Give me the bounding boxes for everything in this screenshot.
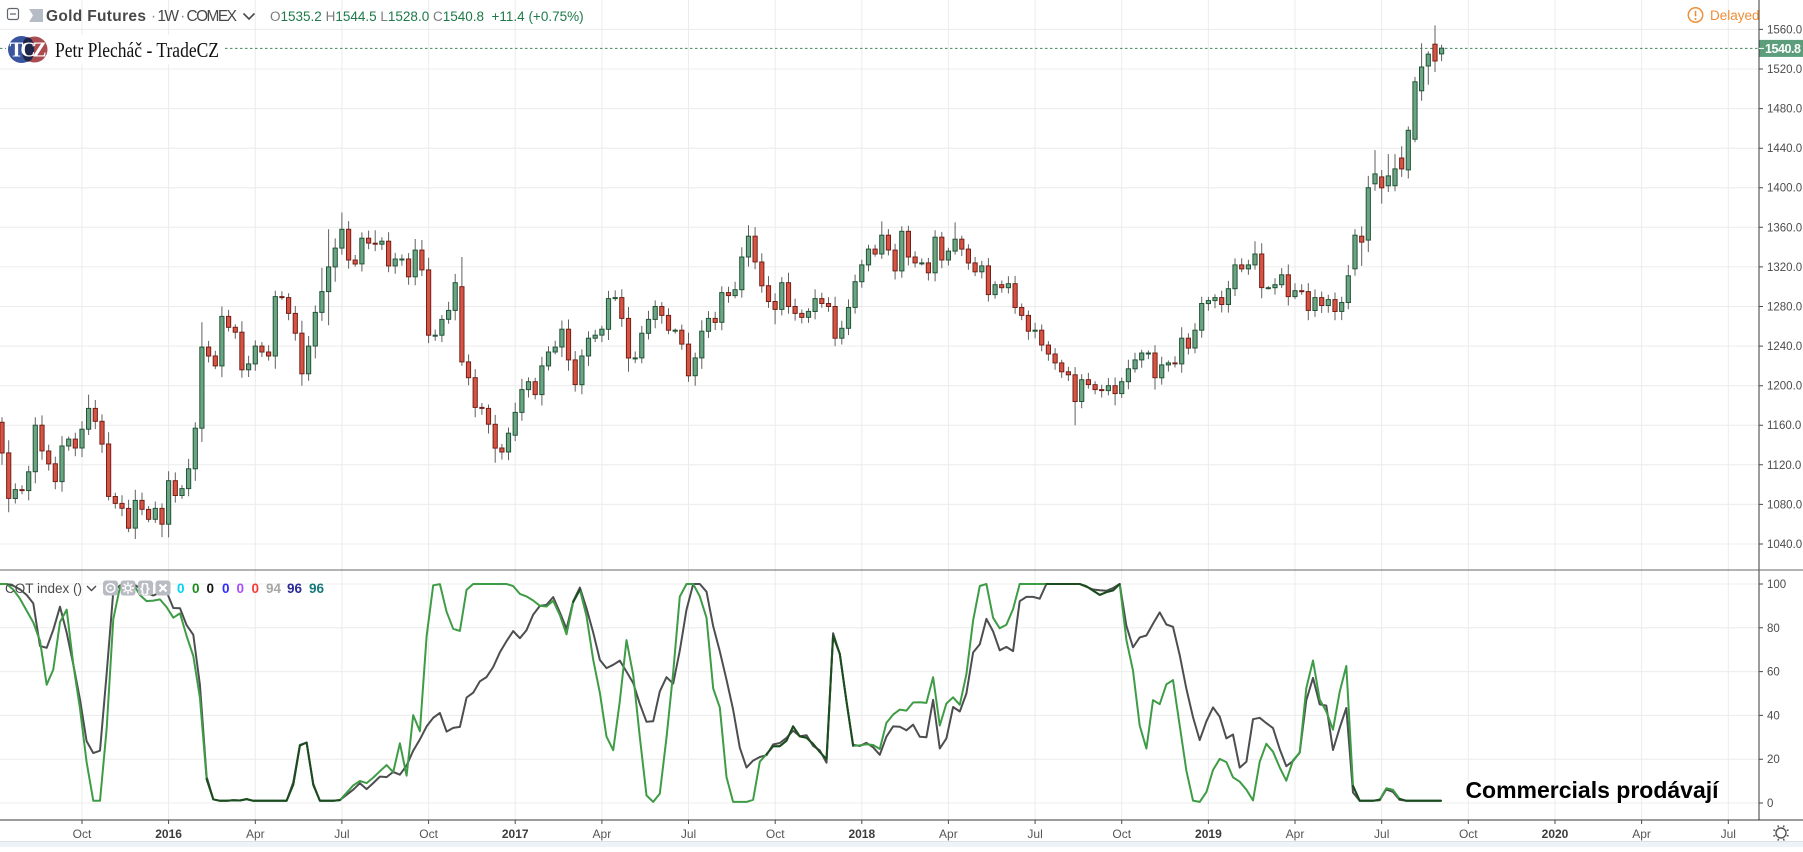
svg-text:1040.0: 1040.0	[1767, 539, 1802, 551]
svg-text:Petr Plecháč - TradeCZ: Petr Plecháč - TradeCZ	[55, 38, 219, 62]
svg-text:Apr: Apr	[1286, 827, 1305, 841]
svg-text:2018: 2018	[848, 827, 875, 841]
svg-text:96: 96	[309, 581, 325, 596]
svg-text:1560.0: 1560.0	[1767, 24, 1802, 36]
svg-text:40: 40	[1767, 710, 1780, 722]
svg-text:Jul: Jul	[1374, 827, 1389, 841]
svg-text:1320.0: 1320.0	[1767, 262, 1802, 274]
svg-text:0: 0	[192, 581, 200, 596]
svg-text:1540.8: 1540.8	[1765, 42, 1801, 56]
svg-text:1080.0: 1080.0	[1767, 499, 1802, 511]
svg-text:80: 80	[1767, 623, 1780, 635]
svg-text:Jul: Jul	[1027, 827, 1042, 841]
svg-text:2020: 2020	[1542, 827, 1569, 841]
svg-text:0: 0	[177, 581, 185, 596]
svg-text:2019: 2019	[1195, 827, 1222, 841]
svg-text:TCZ: TCZ	[10, 38, 47, 62]
svg-text:0: 0	[222, 581, 230, 596]
svg-text:20: 20	[1767, 754, 1780, 766]
svg-text:Oct: Oct	[73, 827, 92, 841]
svg-text:Oct: Oct	[1112, 827, 1131, 841]
svg-text:COT index (): COT index ()	[5, 581, 82, 596]
svg-text:0: 0	[237, 581, 245, 596]
svg-text:60: 60	[1767, 667, 1780, 679]
svg-text:0: 0	[207, 581, 215, 596]
svg-text:1120.0: 1120.0	[1767, 460, 1801, 472]
svg-text:· 1W · COMEX: · 1W · COMEX	[151, 8, 238, 25]
svg-text:Delayed: Delayed	[1710, 8, 1760, 23]
svg-text:1240.0: 1240.0	[1767, 341, 1802, 353]
svg-text:Oct: Oct	[419, 827, 438, 841]
svg-text:Jul: Jul	[334, 827, 349, 841]
svg-text:1160.0: 1160.0	[1767, 420, 1801, 432]
svg-text:Apr: Apr	[593, 827, 612, 841]
svg-text:1280.0: 1280.0	[1767, 302, 1802, 314]
svg-text:{}: {}	[140, 582, 150, 596]
svg-text:100: 100	[1767, 579, 1786, 591]
svg-text:Jul: Jul	[1721, 827, 1736, 841]
svg-text:1520.0: 1520.0	[1767, 64, 1802, 76]
svg-text:1360.0: 1360.0	[1767, 222, 1802, 234]
svg-text:2017: 2017	[502, 827, 529, 841]
svg-text:Commercials prodávají: Commercials prodávají	[1465, 777, 1720, 803]
svg-text:O1535.2 H1544.5 L1528.0 C1540.: O1535.2 H1544.5 L1528.0 C1540.8 +11.4 (+…	[270, 9, 584, 24]
svg-text:Oct: Oct	[766, 827, 785, 841]
svg-text:96: 96	[287, 581, 303, 596]
svg-text:0: 0	[1767, 798, 1773, 810]
svg-text:Jul: Jul	[681, 827, 696, 841]
svg-text:94: 94	[266, 581, 282, 596]
svg-text:Apr: Apr	[1632, 827, 1651, 841]
svg-text:1440.0: 1440.0	[1767, 143, 1802, 155]
svg-text:2016: 2016	[155, 827, 182, 841]
svg-text:1200.0: 1200.0	[1767, 381, 1802, 393]
svg-text:0: 0	[252, 581, 260, 596]
svg-text:1400.0: 1400.0	[1767, 183, 1802, 195]
svg-text:Oct: Oct	[1459, 827, 1478, 841]
svg-text:Apr: Apr	[939, 827, 958, 841]
svg-text:1480.0: 1480.0	[1767, 104, 1802, 116]
svg-text:Gold Futures: Gold Futures	[46, 8, 146, 25]
svg-text:Apr: Apr	[246, 827, 265, 841]
